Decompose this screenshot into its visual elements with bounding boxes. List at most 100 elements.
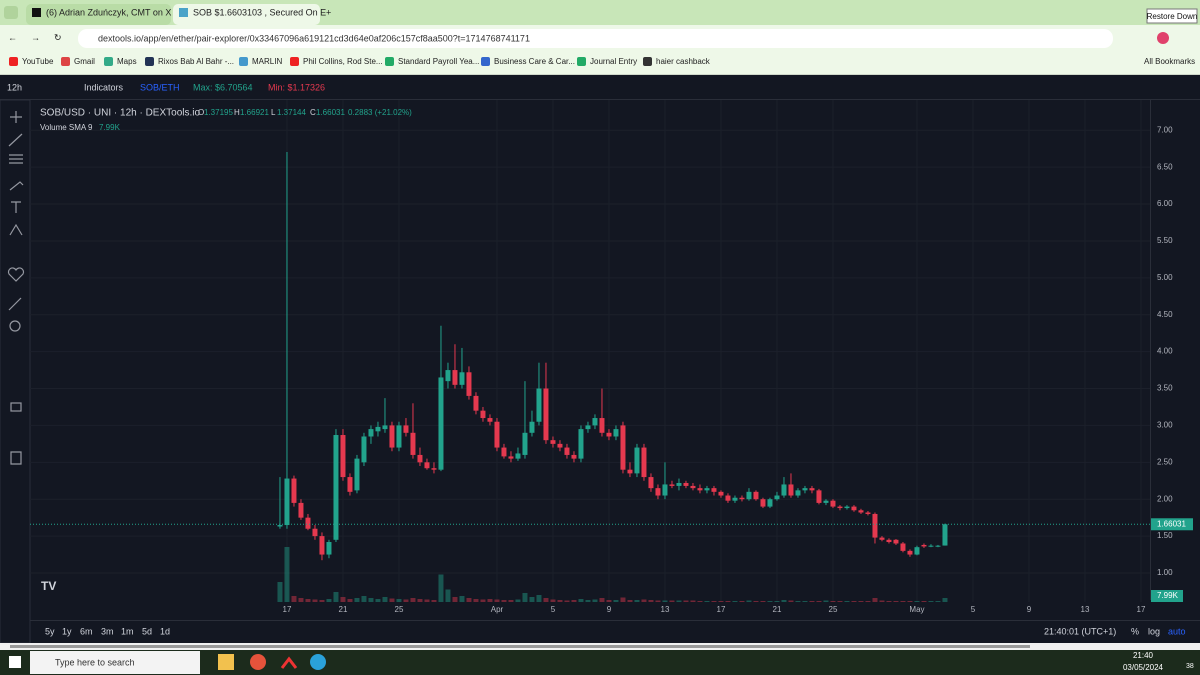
volume-bar xyxy=(879,600,885,602)
bookmark[interactable]: YouTube xyxy=(22,57,54,66)
scale-option[interactable]: auto xyxy=(1168,626,1186,636)
bookmark[interactable]: Rixos Bab Al Bahr -... xyxy=(158,57,234,66)
dextools-icon xyxy=(179,8,188,17)
volume-bar xyxy=(914,601,920,602)
back[interactable]: ← xyxy=(8,32,17,42)
scroll-thumb[interactable] xyxy=(10,645,1030,648)
max-price: Max: $6.70564 xyxy=(193,82,253,92)
candle-body xyxy=(312,528,318,537)
bookmark[interactable]: haier cashback xyxy=(656,57,711,66)
candle-body xyxy=(613,429,619,437)
delete-tool[interactable] xyxy=(10,451,22,465)
tab-menu[interactable] xyxy=(4,6,18,19)
bookmark[interactable]: Journal Entry xyxy=(590,57,637,66)
volume-bar xyxy=(431,600,437,602)
tab[interactable] xyxy=(26,4,171,25)
bookmark[interactable]: Gmail xyxy=(74,57,95,66)
tab-title[interactable]: (6) Adrian Zduńczyk, CMT on X xyxy=(46,7,171,17)
volume-bar xyxy=(851,601,857,602)
volume-bar xyxy=(683,600,689,602)
scale-option[interactable]: % xyxy=(1131,626,1139,636)
x-icon xyxy=(32,8,41,17)
address-bar[interactable] xyxy=(78,29,1113,48)
range-button[interactable]: 1y xyxy=(62,626,72,636)
zoom-tool[interactable] xyxy=(9,320,21,332)
x-tick-label: 25 xyxy=(829,605,838,614)
trend-tool[interactable] xyxy=(8,133,23,147)
pattern-tool[interactable] xyxy=(9,223,23,236)
volume-bar xyxy=(928,601,934,602)
chrome-icon[interactable] xyxy=(250,654,266,670)
candle-body xyxy=(760,499,766,507)
volume-bar xyxy=(438,574,444,602)
candle-body xyxy=(284,478,290,526)
ohlc-letter: H xyxy=(234,108,240,117)
y-tick-label: 2.50 xyxy=(1157,457,1173,466)
candle-body xyxy=(872,513,878,538)
y-tick-label: 4.50 xyxy=(1157,310,1173,319)
x-tick-label: 9 xyxy=(607,605,612,614)
pair-switch[interactable]: SOB/ETH xyxy=(140,82,180,92)
candle-body xyxy=(522,432,528,455)
bookmark-icon xyxy=(290,57,299,66)
new-tab[interactable]: + xyxy=(326,7,331,17)
volume-bar xyxy=(480,599,486,602)
range-button[interactable]: 5d xyxy=(142,626,152,636)
candle-body xyxy=(690,485,696,489)
volume-bar xyxy=(648,600,654,602)
range-button[interactable]: 1d xyxy=(160,626,170,636)
y-tick-label: 5.50 xyxy=(1157,236,1173,245)
app-icon[interactable] xyxy=(218,654,234,670)
bookmark-icon xyxy=(385,57,394,66)
url[interactable]: dextools.io/app/en/ether/pair-explorer/0… xyxy=(98,33,530,43)
all-bookmarks[interactable]: All Bookmarks xyxy=(1144,57,1195,66)
candle-body xyxy=(424,462,430,469)
ruler-tool[interactable] xyxy=(8,297,22,311)
candle-body xyxy=(543,388,549,441)
volume-bar xyxy=(816,601,822,602)
range-button[interactable]: 1m xyxy=(121,626,134,636)
interval[interactable]: 12h xyxy=(7,82,22,92)
candle-body xyxy=(515,453,521,459)
active-tab[interactable] xyxy=(173,4,320,25)
candle-body xyxy=(452,370,458,385)
bookmark[interactable]: Standard Payroll Yea... xyxy=(398,57,479,66)
tab-title[interactable]: SOB $1.6603103 , Secured On E xyxy=(193,7,326,17)
range-button[interactable]: 5y xyxy=(45,626,55,636)
indicators[interactable]: Indicators xyxy=(84,82,124,92)
candle-body xyxy=(319,536,325,555)
profile[interactable] xyxy=(1157,32,1169,44)
text-tool[interactable] xyxy=(11,201,21,213)
range-button[interactable]: 6m xyxy=(80,626,93,636)
volume-tag xyxy=(1151,590,1183,602)
start-button[interactable] xyxy=(9,656,21,668)
bookmark[interactable]: Maps xyxy=(117,57,137,66)
ohlc-value: 1.66031 xyxy=(316,108,345,117)
y-tick-label: 2.00 xyxy=(1157,494,1173,503)
notification-badge[interactable]: 38 xyxy=(1186,663,1194,670)
range-button[interactable]: 3m xyxy=(101,626,114,636)
candle-body xyxy=(368,429,374,437)
candle-body xyxy=(704,488,710,491)
telegram-icon[interactable] xyxy=(310,654,326,670)
candle-body xyxy=(347,477,353,492)
candle-body xyxy=(627,469,633,474)
fib-tool[interactable] xyxy=(9,154,23,164)
icon-tool[interactable] xyxy=(7,267,25,282)
app-icon[interactable] xyxy=(280,656,298,669)
bookmark[interactable]: Phil Collins, Rod Ste... xyxy=(303,57,383,66)
crosshair-tool[interactable] xyxy=(10,111,22,123)
volume-bar xyxy=(662,600,668,602)
y-tick-label: 6.50 xyxy=(1157,162,1173,171)
volume-bar xyxy=(515,599,521,602)
brush-tool[interactable] xyxy=(9,181,24,191)
reload[interactable]: ↻ xyxy=(54,32,62,42)
bookmark[interactable]: MARLIN xyxy=(252,57,282,66)
search-placeholder[interactable]: Type here to search xyxy=(55,657,135,667)
scale-option[interactable]: log xyxy=(1148,626,1160,636)
lock-tool[interactable] xyxy=(10,402,22,412)
search-box[interactable] xyxy=(30,651,200,674)
bookmark[interactable]: Business Care & Car... xyxy=(494,57,575,66)
volume-bar xyxy=(858,601,864,602)
forward[interactable]: → xyxy=(31,32,40,42)
